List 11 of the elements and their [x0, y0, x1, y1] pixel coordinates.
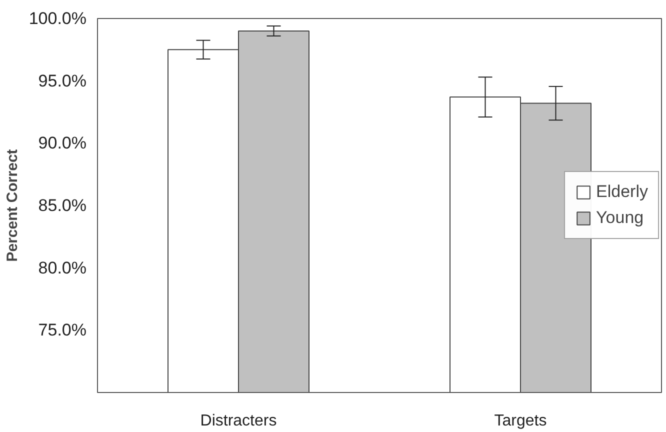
- y-tick-label: 85.0%: [38, 196, 86, 215]
- x-tick-label: Targets: [494, 412, 547, 430]
- legend-label: Young: [596, 208, 644, 228]
- legend-label: Elderly: [596, 182, 648, 202]
- y-tick-label: 80.0%: [38, 258, 86, 278]
- y-tick-label: 95.0%: [38, 71, 86, 90]
- y-tick-label: 90.0%: [38, 134, 86, 153]
- y-axis-title: Percent Correct: [4, 149, 21, 262]
- y-tick-label: 100.0%: [28, 9, 87, 28]
- x-tick-label: Distracters: [200, 412, 277, 430]
- y-tick-label: 75.0%: [38, 320, 86, 340]
